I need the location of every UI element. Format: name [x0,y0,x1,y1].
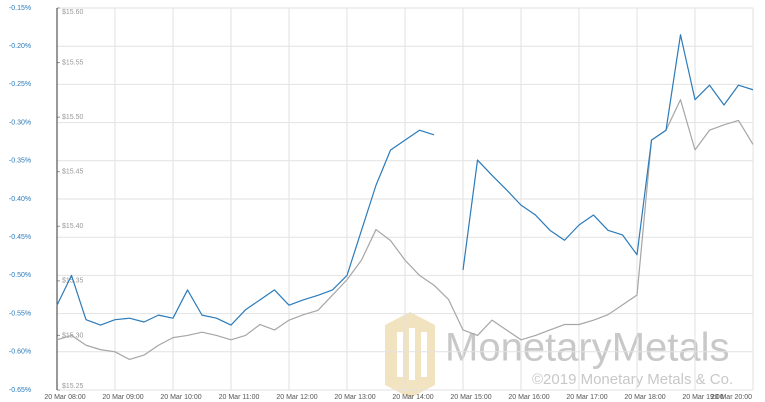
y2-tick-label: $15.60 [62,9,84,16]
line-series [56,34,754,326]
x-tick-label: 20 Mar 12:00 [276,394,317,401]
x-tick-label: 20 Mar 20:00 [711,394,752,401]
y-tick-label: -0.40% [9,196,31,203]
x-tick-label: 20 Mar 11:00 [219,394,260,401]
y-tick-label: -0.60% [9,349,31,356]
y-tick-label: -0.35% [9,158,31,165]
x-tick-label: 20 Mar 16:00 [508,394,549,401]
y2-tick-label: $15.35 [62,278,84,285]
y-tick-label: -0.30% [9,119,31,126]
watermark-copyright: ©2019 Monetary Metals & Co. [532,371,733,388]
y-tick-label: -0.65% [9,387,31,394]
watermark-logo [385,312,435,398]
watermark-title: MonetaryMetals [445,326,730,370]
x-tick-label: 20 Mar 08:00 [44,394,85,401]
x-tick-label: 20 Mar 14:00 [392,394,433,401]
x-tick-label: 20 Mar 18:00 [624,394,665,401]
y2-tick-label: $15.50 [62,114,84,121]
x-tick-label: 20 Mar 19:00 [682,394,723,401]
y-tick-label: -0.50% [9,272,31,279]
x-tick-label: 20 Mar 10:00 [160,394,201,401]
x-tick-label: 20 Mar 09:00 [102,394,143,401]
y-tick-label: -0.55% [9,310,31,317]
x-tick-label: 20 Mar 15:00 [450,394,491,401]
line-series [56,99,754,361]
y2-tick-label: $15.40 [62,223,84,230]
y-tick-label: -0.15% [9,5,31,12]
x-tick-label: 20 Mar 13:00 [334,394,375,401]
y-tick-label: -0.25% [9,81,31,88]
y-tick-label: -0.20% [9,43,31,50]
x-tick-label: 20 Mar 17:00 [566,394,607,401]
y2-tick-label: $15.25 [62,383,84,390]
y-tick-label: -0.45% [9,234,31,241]
y2-tick-label: $15.55 [62,59,84,66]
y2-tick-label: $15.45 [62,169,84,176]
